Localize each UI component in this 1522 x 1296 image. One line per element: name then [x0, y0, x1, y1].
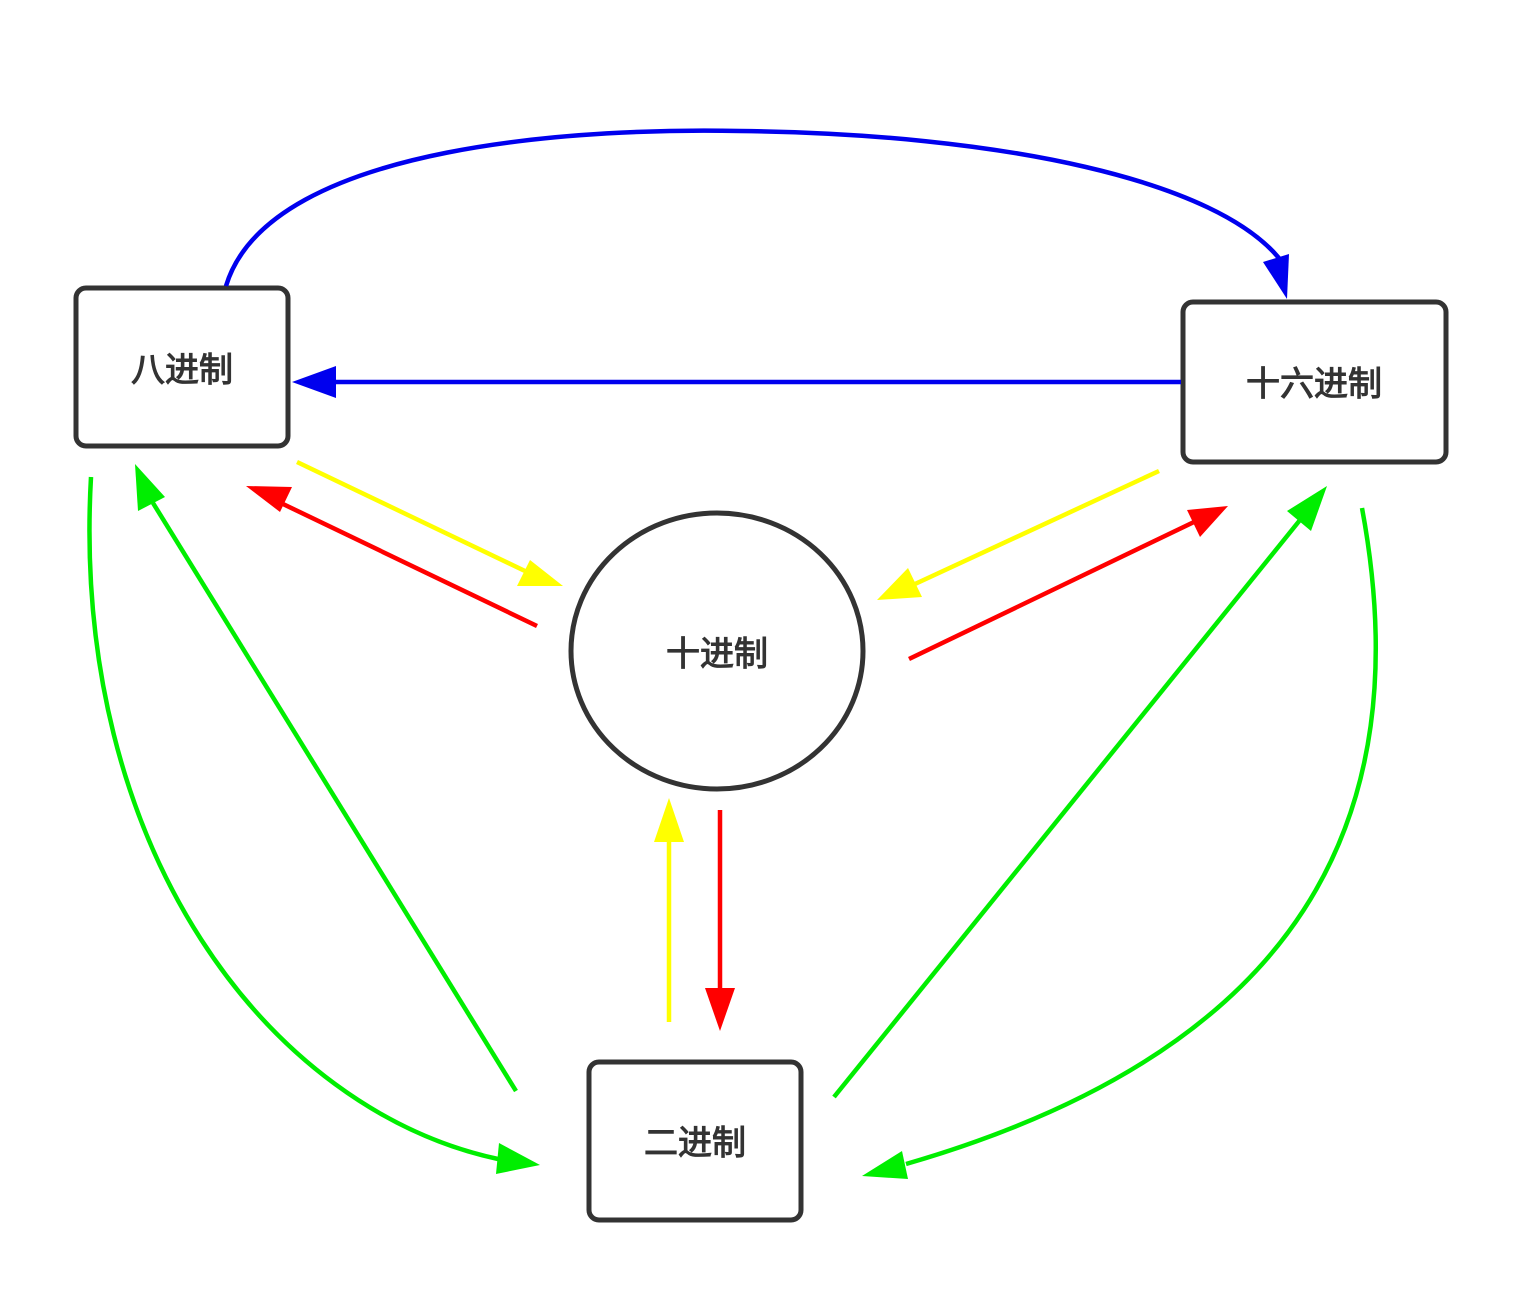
edge-octal-to-binary-arrow: [87, 476, 540, 1174]
node-hexadecimal-label: 十六进制: [1246, 365, 1382, 405]
edge-octal-to-decimal-arrow: [296, 459, 563, 586]
node-octal-box: [73, 285, 291, 449]
node-decimal[interactable]: 十进制: [568, 510, 866, 792]
node-hexadecimal-box: [1180, 299, 1449, 465]
node-hexadecimal[interactable]: 十六进制: [1180, 299, 1449, 465]
edge-decimal-to-binary-arrow: [705, 810, 735, 1031]
node-octal-label: 八进制: [131, 351, 233, 391]
edge-decimal-to-hexadecimal-arrow: [908, 506, 1228, 662]
node-decimal-label: 十进制: [666, 635, 768, 675]
node-binary-label: 二进制: [644, 1124, 746, 1164]
edge-hexadecimal-to-decimal-arrow: [877, 468, 1160, 600]
node-binary-box: [586, 1059, 804, 1223]
edge-binary-to-hexadecimal-arrow: [832, 486, 1327, 1099]
node-binary[interactable]: 二进制: [586, 1059, 804, 1223]
edge-octal-to-hexadecimal-arrow: [223, 128, 1289, 299]
edge-binary-to-octal-arrow: [135, 464, 518, 1093]
node-octal[interactable]: 八进制: [73, 285, 291, 449]
edge-hexadecimal-to-octal-arrow: [292, 366, 1181, 398]
edge-binary-to-decimal-arrow: [654, 798, 684, 1022]
edge-hexadecimal-to-binary-arrow: [862, 507, 1379, 1179]
edge-decimal-to-octal-arrow: [246, 486, 538, 629]
node-decimal-circle: [568, 510, 866, 792]
